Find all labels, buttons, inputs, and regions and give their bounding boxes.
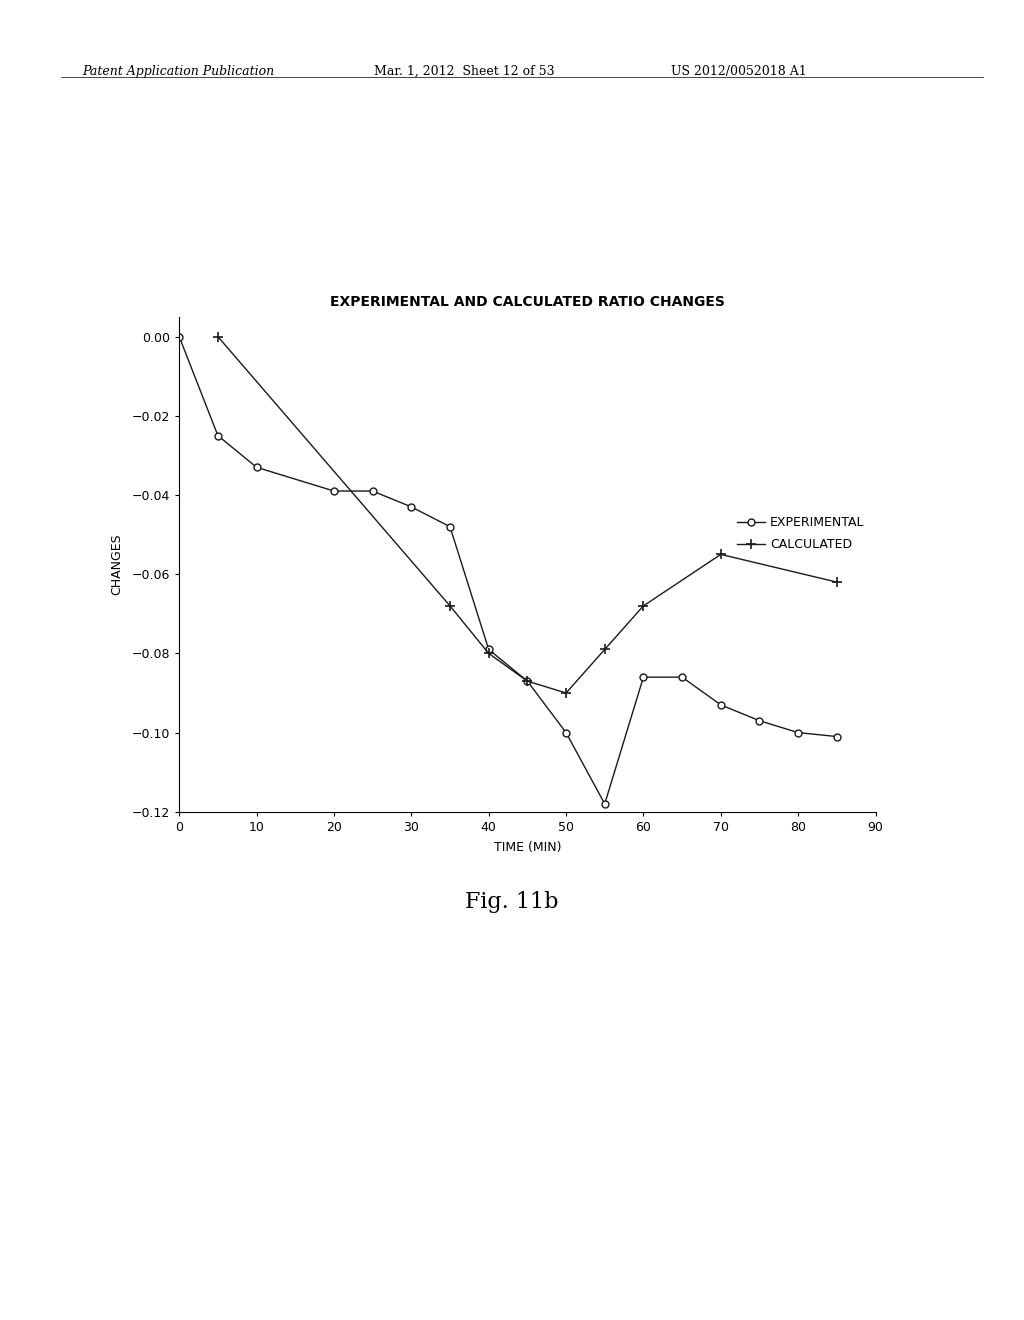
Text: Mar. 1, 2012  Sheet 12 of 53: Mar. 1, 2012 Sheet 12 of 53 [374, 65, 554, 78]
Text: Patent Application Publication: Patent Application Publication [82, 65, 274, 78]
Text: US 2012/0052018 A1: US 2012/0052018 A1 [671, 65, 807, 78]
Text: Fig. 11b: Fig. 11b [465, 891, 559, 913]
Title: EXPERIMENTAL AND CALCULATED RATIO CHANGES: EXPERIMENTAL AND CALCULATED RATIO CHANGE… [330, 294, 725, 309]
Legend: EXPERIMENTAL, CALCULATED: EXPERIMENTAL, CALCULATED [732, 511, 869, 556]
Y-axis label: CHANGES: CHANGES [111, 533, 123, 595]
X-axis label: TIME (MIN): TIME (MIN) [494, 841, 561, 854]
